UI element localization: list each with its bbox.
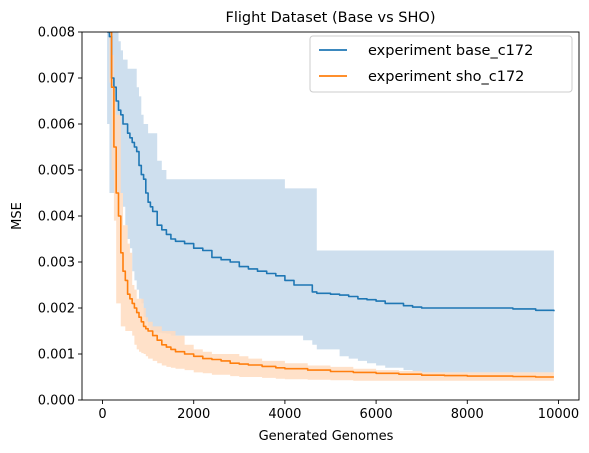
legend-label: experiment base_c172 [368, 43, 533, 59]
y-tick-label: 0.002 [38, 302, 75, 317]
y-tick-label: 0.007 [38, 72, 75, 87]
legend-label: experiment sho_c172 [368, 69, 524, 85]
y-tick-label: 0.008 [38, 26, 75, 41]
y-axis: 0.000 0.001 0.002 0.003 0.004 0.005 0.006 0.007… [38, 26, 82, 409]
legend: experiment base_c172 experiment sho_c172 [309, 35, 573, 93]
series-line-base [107, 32, 555, 312]
y-tick-label: 0.001 [38, 348, 75, 363]
x-tick-label: 6000 [360, 407, 393, 422]
y-tick-label: 0.006 [38, 118, 75, 133]
x-tick-label: 0 [98, 407, 106, 422]
x-tick-label: 4000 [268, 407, 301, 422]
y-tick-label: 0.003 [38, 256, 75, 271]
y-axis-label: MSE [10, 202, 25, 230]
x-axis-label: Generated Genomes [259, 429, 394, 444]
y-tick-label: 0.005 [38, 164, 75, 179]
series-line-sho [109, 32, 554, 378]
band-base [107, 32, 554, 373]
x-axis: 0 2000 4000 6000 8000 10000 [98, 400, 579, 422]
x-tick-label: 8000 [451, 407, 484, 422]
x-tick-label: 10000 [538, 407, 579, 422]
legend-box [309, 35, 573, 93]
band-sho [109, 32, 554, 381]
y-tick-label: 0.000 [38, 394, 75, 409]
x-tick-label: 2000 [177, 407, 210, 422]
y-tick-label: 0.004 [38, 210, 75, 225]
chart-title: Flight Dataset (Base vs SHO) [226, 10, 436, 26]
